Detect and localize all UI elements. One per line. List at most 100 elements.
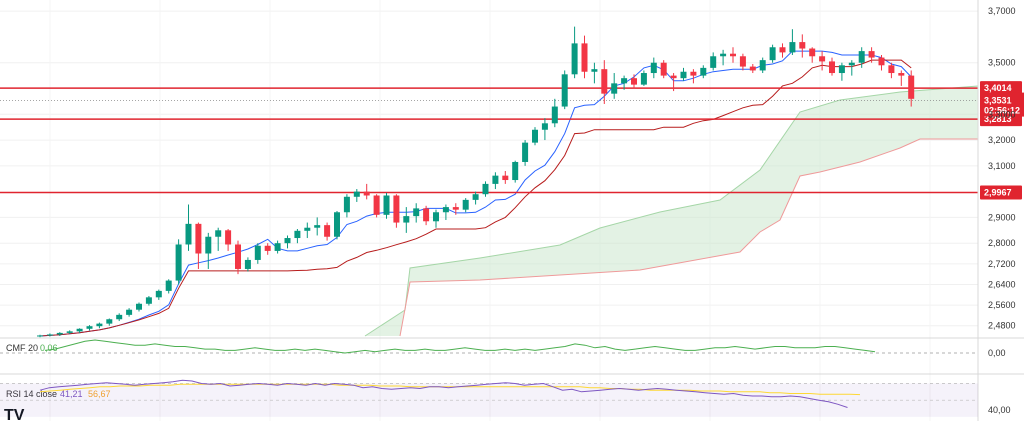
- candle: [541, 118, 548, 141]
- candle: [373, 194, 380, 218]
- candle: [581, 35, 588, 79]
- candle: [631, 74, 637, 89]
- candle: [462, 198, 469, 213]
- candle: [759, 57, 766, 74]
- candle-body: [413, 208, 420, 217]
- level-price-tag: [980, 185, 1022, 200]
- candle-body: [650, 62, 657, 74]
- candle-body: [541, 123, 548, 130]
- candle-body: [492, 175, 499, 184]
- candle: [532, 127, 538, 146]
- candle: [225, 229, 232, 251]
- candle: [442, 204, 449, 220]
- candle: [809, 47, 816, 63]
- candle-body: [96, 323, 103, 327]
- price-tick-label: 3,1000: [988, 161, 1016, 171]
- candle: [838, 62, 845, 81]
- cmf-value: 0,06: [40, 343, 58, 353]
- candle: [294, 229, 301, 244]
- price-tick-label: 3,5000: [988, 58, 1016, 68]
- candle: [621, 75, 628, 90]
- candle: [264, 243, 271, 255]
- candle: [650, 57, 657, 79]
- candle-body: [403, 216, 410, 223]
- candle: [215, 227, 222, 251]
- candle-body: [353, 191, 360, 197]
- candle-body: [76, 328, 83, 332]
- cloud-area: [365, 86, 978, 336]
- candle-body: [215, 230, 222, 237]
- candle: [888, 62, 895, 79]
- candle: [334, 210, 340, 240]
- candle-body: [512, 161, 519, 181]
- rsi-level-label: 40,00: [988, 405, 1011, 415]
- candle: [86, 325, 93, 331]
- candle-body: [155, 290, 162, 298]
- price-tick-label: 3,7000: [988, 6, 1016, 16]
- candle-body: [433, 212, 439, 222]
- cmf-pane: CMF 20 0,06 0,00: [0, 337, 1024, 358]
- candle-body: [571, 43, 578, 75]
- candle: [591, 62, 598, 84]
- price-axis[interactable]: 3,7000 3,5000 3,3000 3,2000 3,1000 2,9000 2,80…: [977, 0, 1016, 421]
- candle: [799, 34, 806, 58]
- candle-body: [621, 78, 628, 84]
- candle-body: [759, 60, 766, 71]
- candle-body: [334, 212, 340, 237]
- candle: [749, 64, 756, 74]
- rsi-pane: RSI 14 close 41,21 56,67 40,00: [0, 373, 1024, 417]
- candle: [195, 222, 202, 269]
- candle-body: [670, 75, 677, 79]
- candle-body: [809, 48, 816, 57]
- candle-body: [858, 51, 865, 63]
- rsi-value: 41,21: [60, 389, 83, 399]
- candle: [96, 322, 103, 329]
- level-price-label: 2,9967: [984, 187, 1012, 197]
- candle: [868, 47, 875, 63]
- level-price-tag: [980, 81, 1022, 96]
- candle: [898, 70, 905, 86]
- price-tick-label: 2,7200: [988, 259, 1016, 269]
- candle-body: [274, 243, 281, 251]
- candle-body: [136, 303, 142, 310]
- candle-body: [393, 195, 400, 223]
- candle-body: [324, 225, 331, 237]
- candle: [779, 43, 786, 58]
- candle-body: [591, 69, 598, 72]
- candle: [502, 171, 509, 184]
- level-price-label: 3,2813: [984, 114, 1012, 124]
- candle: [413, 203, 420, 223]
- candle: [343, 194, 350, 218]
- candle: [66, 330, 73, 334]
- candle-body: [363, 191, 370, 196]
- tradingview-logo: TV: [4, 407, 25, 421]
- candle: [136, 302, 142, 312]
- rsi-ma-value: 56,67: [88, 389, 111, 399]
- rsi-line: [39, 379, 848, 408]
- candle: [819, 51, 826, 71]
- price-tick-label: 2,6400: [988, 279, 1016, 289]
- candle: [680, 67, 687, 81]
- candle-countdown: 02:56:12: [984, 106, 1020, 116]
- candle: [482, 181, 489, 197]
- candle-body: [284, 238, 291, 244]
- candles: [37, 26, 915, 338]
- candle: [423, 205, 430, 226]
- candle-body: [165, 280, 172, 291]
- candle: [848, 60, 855, 76]
- candle-body: [86, 326, 93, 329]
- candle-body: [690, 71, 697, 76]
- price-tick-label: 2,4800: [988, 321, 1016, 331]
- candle-body: [423, 208, 430, 222]
- last-price-label: 3,3531: [984, 96, 1012, 106]
- candle-body: [829, 61, 835, 74]
- candle: [353, 189, 360, 202]
- candle-body: [106, 319, 113, 324]
- cloud-span-b: [399, 138, 978, 337]
- candle: [155, 289, 162, 300]
- candle-body: [660, 62, 667, 76]
- candle: [472, 191, 479, 205]
- candle-body: [66, 331, 73, 333]
